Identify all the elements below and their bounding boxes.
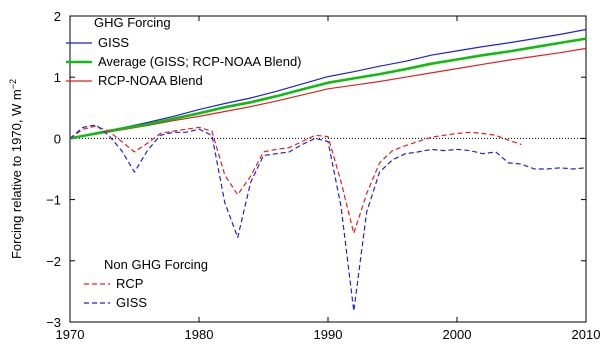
y-tick-label: 1 [54,70,61,85]
series-line-ghg-rcp-noaa-blend [69,47,587,139]
y-axis-label: Forcing relative to 1970, W m−2 [8,79,24,259]
axis-ticks: 1970 1980 1990 2000 2010 −3 −2 −1 0 1 2 [46,9,600,342]
x-tick-label: 1980 [185,327,214,342]
legend-label: GISS [116,295,147,310]
legend-non-ghg: RCP GISS [84,276,147,310]
legend-label: RCP [116,276,143,291]
series-layer [69,28,587,312]
y-tick-label: −3 [46,315,61,330]
legend-label: GISS [98,35,129,50]
y-tick-label: −2 [46,254,61,269]
y-axis-label-unit-exponent: −2 [8,79,18,89]
y-axis-label-main: Forcing relative to 1970, W m [9,89,24,259]
series-line-ghg-average-giss-rcp-noaa-blend [69,37,587,140]
series-line-non_ghg-rcp [69,125,522,234]
series-line-ghg-giss [69,28,587,139]
legend-label: Average (GISS; RCP-NOAA Blend) [98,54,302,69]
legend-ghg-heading: GHG Forcing [94,15,171,30]
x-tick-label: 2010 [572,327,601,342]
y-tick-label: 2 [54,9,61,24]
y-tick-label: 0 [54,131,61,146]
series-line-non_ghg-giss [69,124,587,312]
x-tick-label: 2000 [443,327,472,342]
x-tick-label: 1990 [314,327,343,342]
y-tick-label: −1 [46,193,61,208]
x-tick-label: 1970 [56,327,85,342]
legend-ghg: GISS Average (GISS; RCP-NOAA Blend) RCP-NO… [66,35,302,88]
legend-label: RCP-NOAA Blend [98,73,203,88]
legend-non-ghg-heading: Non GHG Forcing [104,257,208,272]
